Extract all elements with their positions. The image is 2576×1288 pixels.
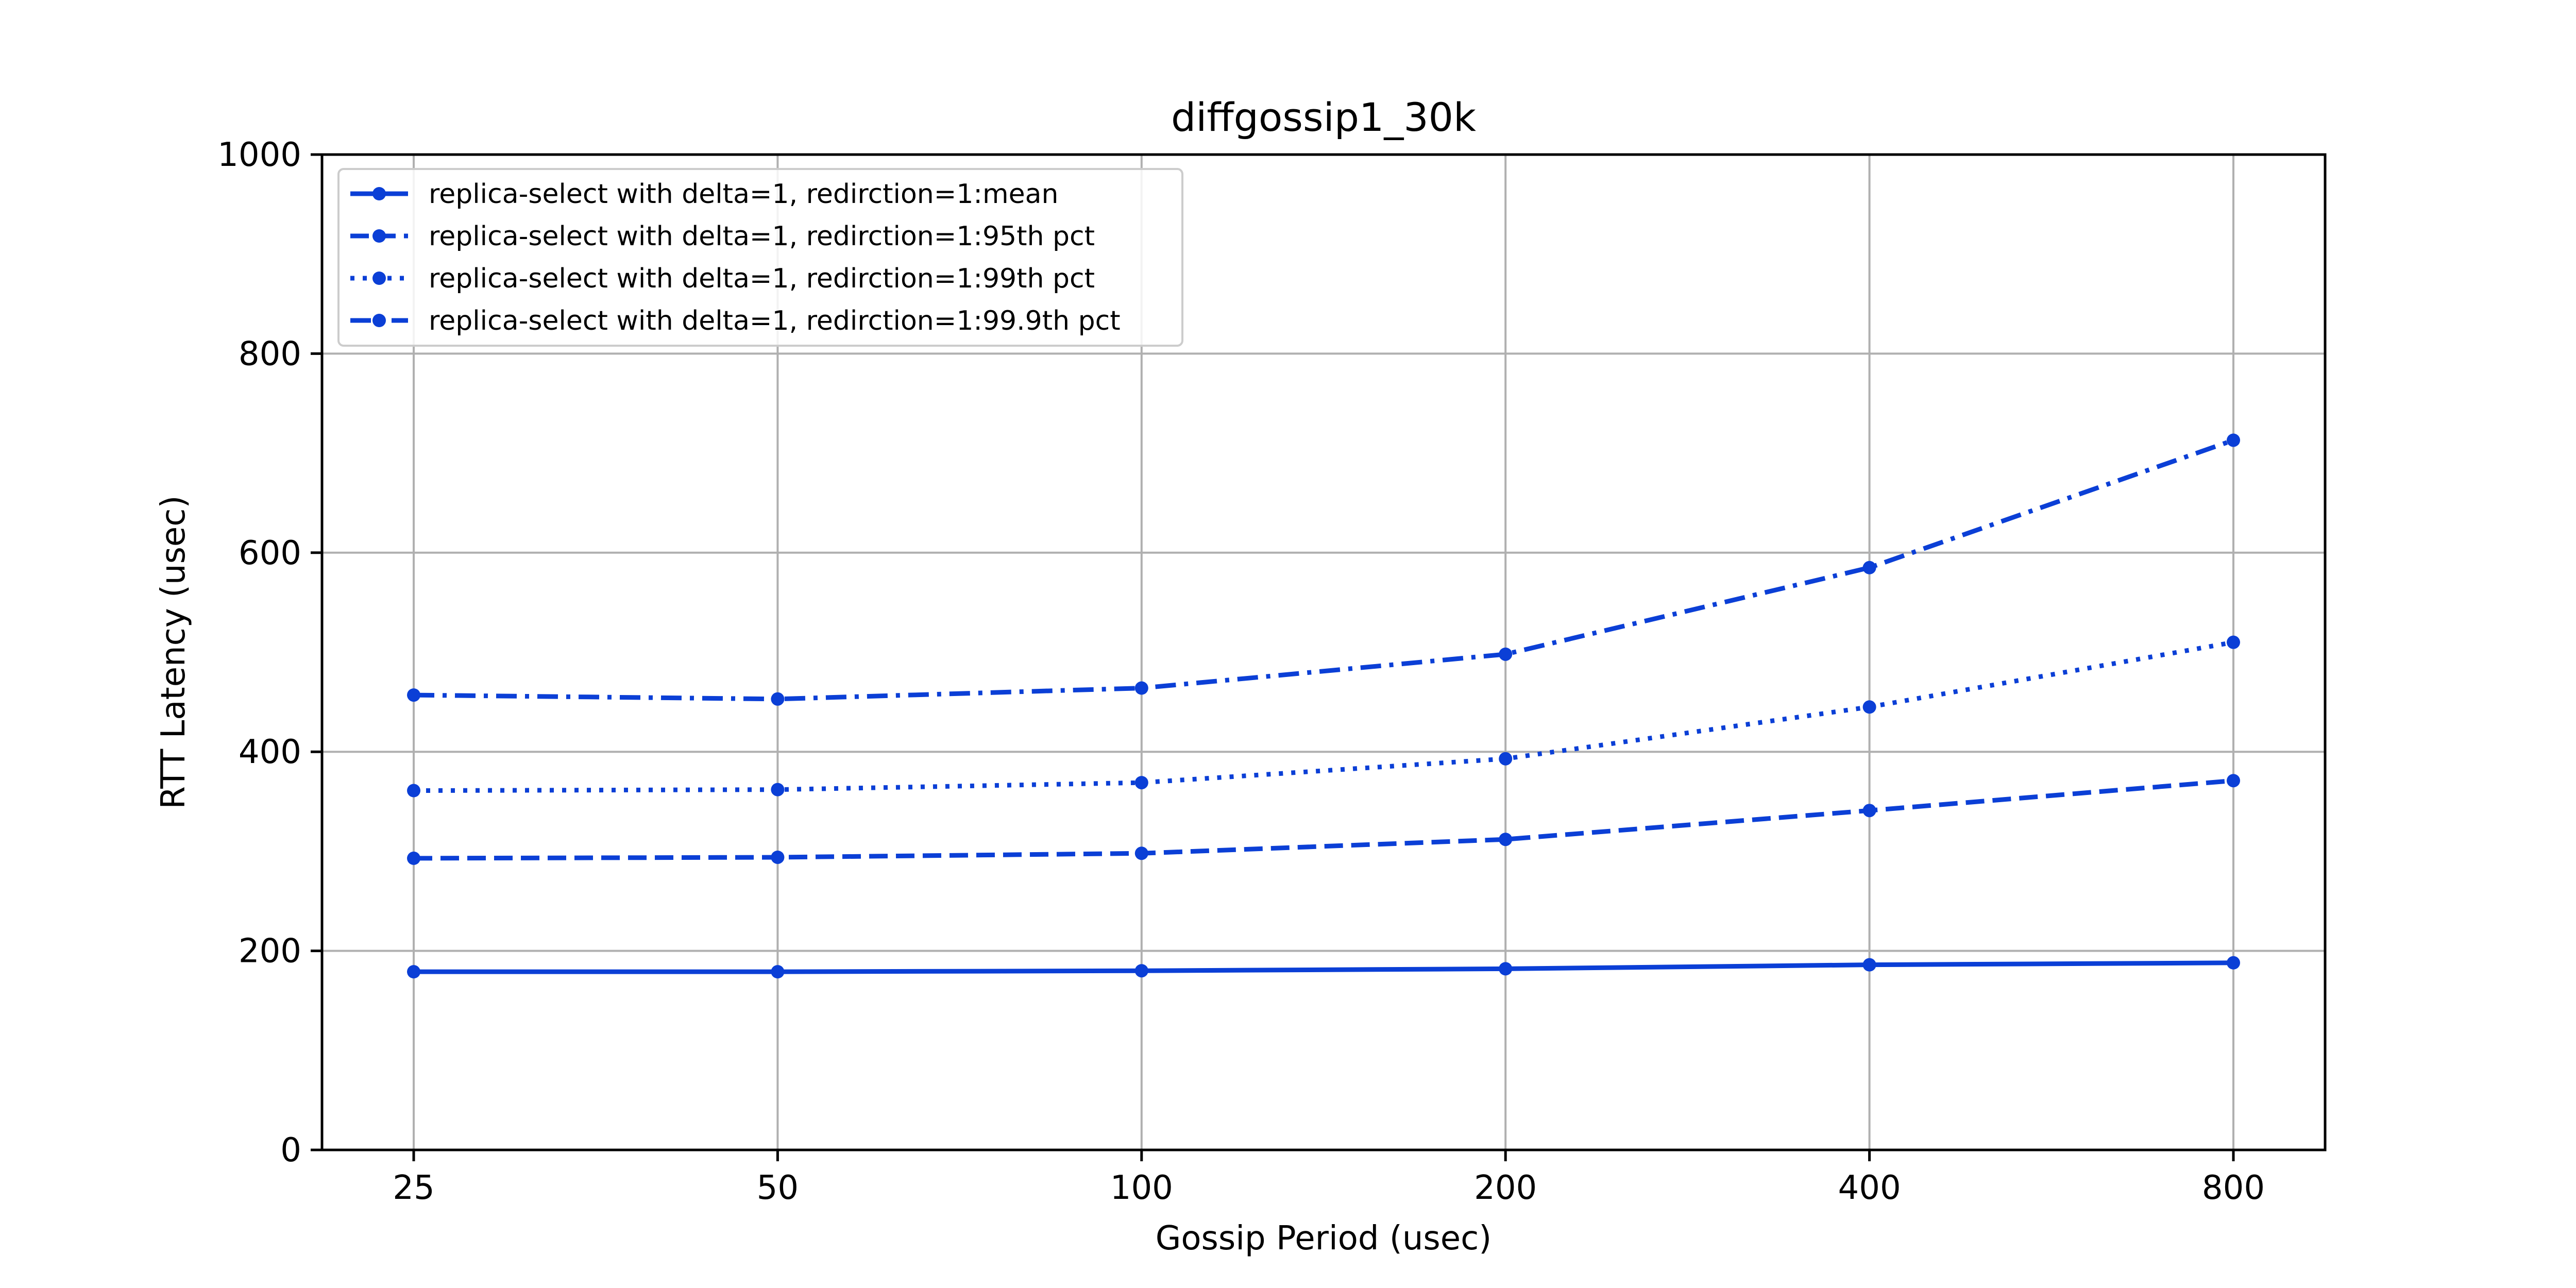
series-4 bbox=[407, 433, 2240, 706]
series-3 bbox=[407, 635, 2240, 798]
chart-title: diffgossip1_30k bbox=[1171, 94, 1476, 140]
series-line bbox=[413, 778, 2234, 861]
x-tick-label: 400 bbox=[1838, 1169, 1901, 1207]
legend: replica-select with delta=1, redirction=… bbox=[337, 168, 1183, 347]
data-point bbox=[1862, 804, 1876, 818]
series-line bbox=[413, 438, 2234, 702]
legend-label: replica-select with delta=1, redirction=… bbox=[429, 306, 1121, 336]
data-point bbox=[2227, 635, 2240, 649]
y-tick-label: 200 bbox=[239, 933, 301, 971]
x-axis-label: Gossip Period (usec) bbox=[1156, 1219, 1492, 1258]
y-tick-label: 400 bbox=[239, 733, 301, 771]
data-point bbox=[2227, 433, 2240, 447]
data-point bbox=[771, 783, 785, 796]
data-point bbox=[1499, 647, 1513, 661]
data-point bbox=[771, 850, 785, 864]
legend-entry: replica-select with delta=1, redirction=… bbox=[350, 221, 1095, 252]
legend-label: replica-select with delta=1, redirction=… bbox=[429, 263, 1095, 294]
y-tick-label: 600 bbox=[239, 534, 301, 572]
legend-entry: replica-select with delta=1, redirction=… bbox=[350, 263, 1095, 294]
legend-marker bbox=[372, 314, 386, 327]
data-point bbox=[1862, 700, 1876, 714]
series-line bbox=[414, 960, 2234, 974]
legend-marker bbox=[372, 229, 386, 243]
data-point bbox=[1134, 681, 1148, 695]
data-point bbox=[771, 692, 785, 706]
data-point bbox=[771, 965, 785, 979]
legend-label: replica-select with delta=1, redirction=… bbox=[429, 221, 1095, 252]
data-point bbox=[407, 688, 420, 702]
y-tick-label: 0 bbox=[280, 1131, 301, 1170]
data-point bbox=[1499, 752, 1513, 766]
data-point bbox=[1499, 962, 1513, 976]
data-point bbox=[407, 851, 420, 865]
x-tick-label: 50 bbox=[757, 1169, 799, 1207]
data-point bbox=[407, 965, 420, 979]
data-point bbox=[2227, 956, 2240, 970]
data-point bbox=[407, 784, 420, 798]
legend-entry: replica-select with delta=1, redirction=… bbox=[350, 179, 1058, 210]
legend-marker bbox=[372, 187, 386, 200]
plot-frame bbox=[320, 153, 2327, 1151]
axis-ticks: 25 50 100 200 400 800 0 200 400 600 800 1000 bbox=[217, 136, 2265, 1207]
data-point bbox=[1499, 833, 1513, 846]
legend-box bbox=[337, 168, 1183, 347]
data-point bbox=[1862, 958, 1876, 972]
data-point bbox=[1134, 964, 1148, 978]
x-tick-label: 100 bbox=[1110, 1169, 1173, 1207]
x-tick-label: 800 bbox=[2202, 1169, 2265, 1207]
legend-entry: replica-select with delta=1, redirction=… bbox=[350, 306, 1121, 336]
data-point bbox=[1862, 561, 1876, 574]
y-tick-label: 1000 bbox=[217, 136, 301, 174]
series-line bbox=[413, 640, 2234, 793]
series-2 bbox=[407, 774, 2240, 865]
data-point bbox=[1134, 846, 1148, 860]
data-point bbox=[1134, 776, 1148, 790]
legend-marker bbox=[372, 272, 386, 285]
legend-label: replica-select with delta=1, redirction=… bbox=[429, 179, 1058, 210]
series-1 bbox=[407, 956, 2240, 979]
x-tick-label: 25 bbox=[393, 1169, 434, 1207]
y-tick-label: 800 bbox=[239, 335, 301, 373]
y-axis-label: RTT Latency (usec) bbox=[155, 496, 193, 809]
series-layer bbox=[407, 433, 2240, 979]
data-point bbox=[2227, 774, 2240, 788]
x-tick-label: 200 bbox=[1474, 1169, 1537, 1207]
